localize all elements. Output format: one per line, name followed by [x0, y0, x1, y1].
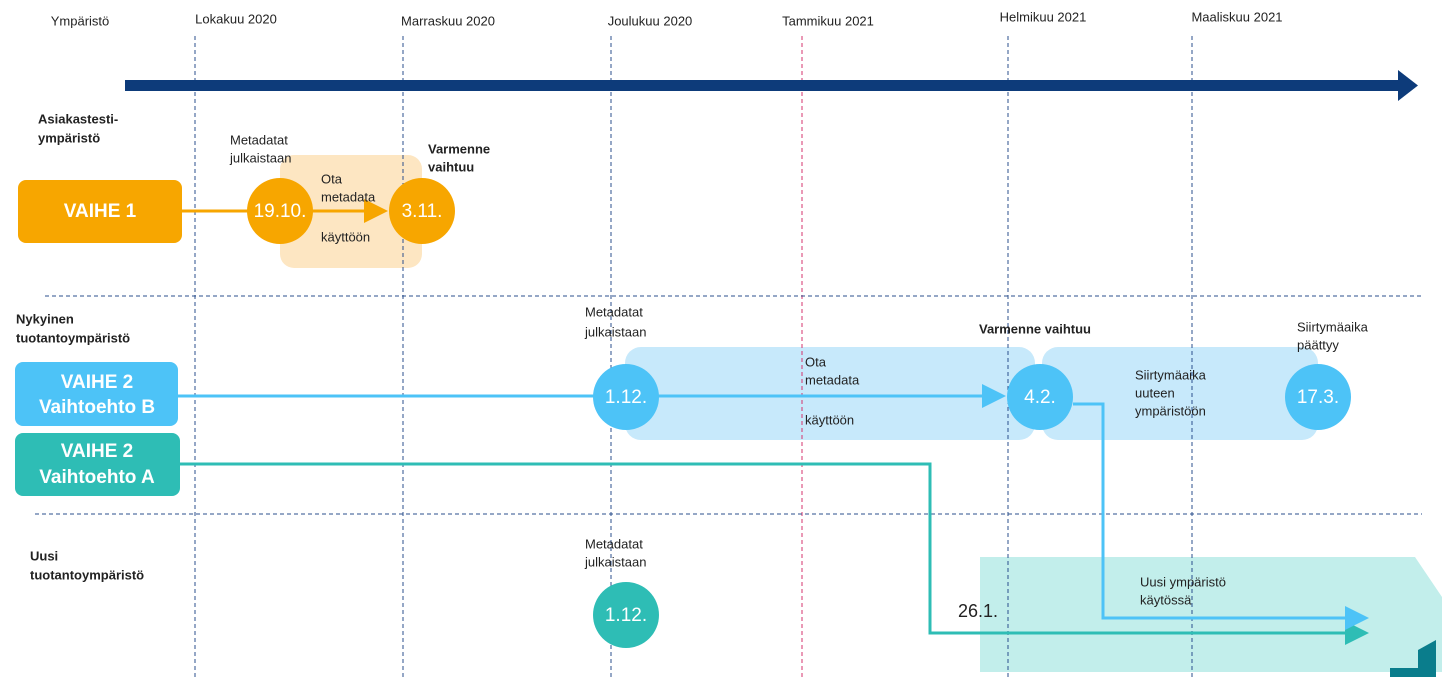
note: metadata	[321, 189, 376, 204]
month: Maaliskuu 2021	[1191, 9, 1282, 24]
milestone	[1007, 364, 1073, 430]
new-env-arrow	[980, 557, 1442, 672]
note: julkaistaan	[584, 324, 646, 339]
section-label: Uusi	[30, 548, 58, 563]
take-period-bg	[625, 347, 1035, 440]
note: päättyy	[1297, 337, 1339, 352]
milestone-date: 19.10.	[254, 201, 307, 222]
switch-date: 26.1.	[958, 601, 998, 621]
time-arrow	[125, 80, 1400, 91]
section-label: tuotantoympäristö	[16, 330, 130, 345]
note: Metadatat	[230, 132, 288, 147]
phase-label: Vaihtoehto A	[39, 467, 155, 488]
month: Marraskuu 2020	[401, 13, 495, 28]
note: käyttöön	[321, 229, 370, 244]
note: julkaistaan	[229, 150, 291, 165]
phase-label: Vaihtoehto B	[39, 397, 155, 418]
phase-box	[15, 362, 178, 426]
milestone-date: 3.11.	[402, 201, 443, 222]
phase-label: VAIHE 2	[61, 372, 134, 393]
transition-period-bg	[1042, 347, 1318, 440]
month: Tammikuu 2021	[782, 13, 874, 28]
phase-label: VAIHE 1	[64, 201, 137, 222]
note: Metadatat	[585, 304, 643, 319]
note: julkaistaan	[584, 554, 646, 569]
milestone	[1285, 364, 1351, 430]
month: Helmikuu 2021	[1000, 9, 1087, 24]
milestone	[593, 582, 659, 648]
note: ympäristöön	[1135, 403, 1206, 418]
milestone-date: 17.3.	[1297, 387, 1339, 408]
environment-header: Ympäristö	[51, 13, 110, 28]
section-label: tuotantoympäristö	[30, 567, 144, 582]
milestone-date: 1.12.	[605, 387, 647, 408]
logo	[1390, 640, 1436, 677]
month: Joulukuu 2020	[608, 13, 693, 28]
flow-arrow	[180, 462, 1369, 645]
time-arrow-head	[1398, 70, 1418, 101]
milestone	[593, 364, 659, 430]
note: metadata	[805, 372, 860, 387]
note: Ota	[805, 354, 827, 369]
phase-label: VAIHE 2	[61, 441, 134, 462]
section-label: Asiakastesti-	[38, 111, 118, 126]
section-label: Nykyinen	[16, 311, 74, 326]
note: Uusi ympäristö	[1140, 574, 1226, 589]
month: Lokakuu 2020	[195, 11, 277, 26]
note: Siirtymäaika	[1135, 367, 1207, 382]
note: Ota	[321, 171, 343, 186]
flow-arrow	[1073, 402, 1369, 630]
phase-box	[15, 433, 180, 496]
note: Varmenne	[428, 141, 490, 156]
note: vaihtuu	[428, 159, 474, 174]
milestone	[247, 178, 313, 244]
note: uuteen	[1135, 385, 1175, 400]
milestone	[389, 178, 455, 244]
milestone-date: 1.12.	[605, 605, 647, 626]
milestone-date: 4.2.	[1024, 387, 1056, 408]
note: Varmenne vaihtuu	[979, 321, 1091, 336]
note: käyttöön	[805, 412, 854, 427]
note: Siirtymäaika	[1297, 319, 1369, 334]
note: Metadatat	[585, 536, 643, 551]
section-label: ympäristö	[38, 130, 100, 145]
note: käytössä	[1140, 592, 1192, 607]
phase-box	[18, 180, 182, 243]
